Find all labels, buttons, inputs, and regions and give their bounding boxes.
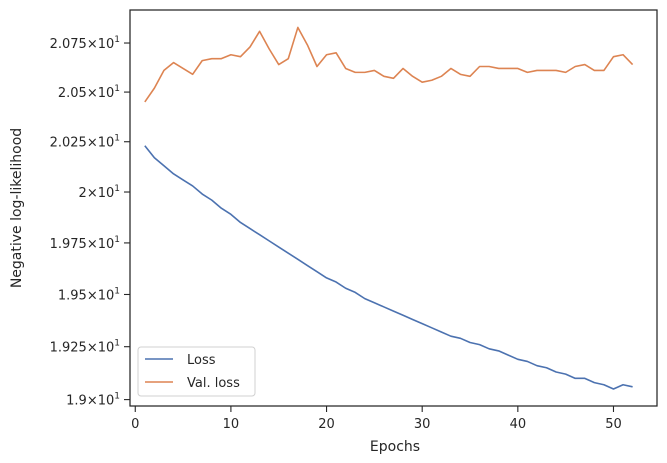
series-line-val-loss	[144, 26, 634, 103]
series-lines	[144, 26, 634, 390]
y-tick-label: 1.975×101	[50, 235, 120, 252]
legend: Loss Val. loss	[137, 346, 256, 397]
axes-frame	[129, 9, 658, 407]
y-tick-label: 2.025×101	[50, 134, 120, 151]
x-tick-label: 30	[414, 417, 431, 432]
y-tick-label: 1.95×101	[58, 286, 120, 303]
y-axis-label: Negative log-likelihood	[9, 128, 25, 288]
legend-label-loss: Loss	[187, 353, 216, 368]
series-line-loss	[144, 145, 633, 390]
y-tick-label: 1.925×101	[50, 339, 120, 356]
x-tick-label: 50	[605, 417, 622, 432]
x-tick-label: 20	[318, 417, 335, 432]
x-tick-label: 40	[510, 417, 527, 432]
x-axis-ticks: 0 10 20 30 40 50	[131, 406, 622, 432]
y-tick-label: 2.05×101	[58, 84, 120, 101]
x-tick-label: 0	[131, 417, 139, 432]
y-tick-label: 1.9×101	[66, 392, 120, 409]
legend-label-val-loss: Val. loss	[187, 376, 240, 391]
y-tick-label: 2×101	[79, 184, 120, 201]
y-tick-label: 2.075×101	[50, 35, 120, 52]
x-tick-label: 10	[223, 417, 240, 432]
x-axis-label: Epochs	[370, 439, 420, 455]
y-axis-ticks: 1.9×101 1.925×101 1.95×101 1.975×101 2×101 2.…	[50, 35, 130, 409]
